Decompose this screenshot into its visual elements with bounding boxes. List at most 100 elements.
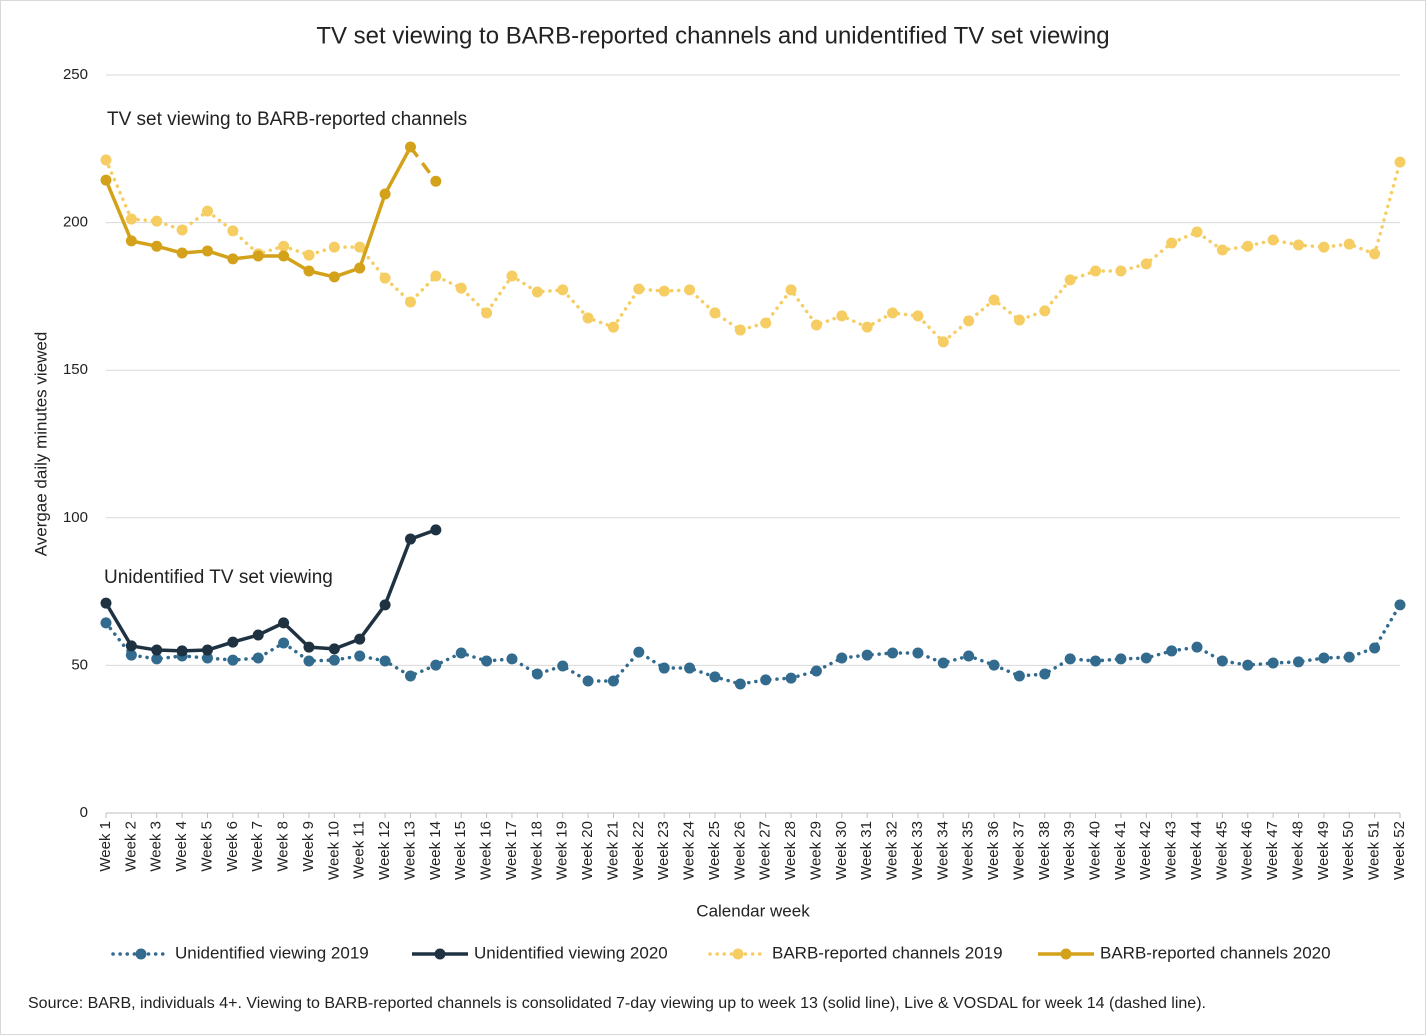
data-point <box>1191 641 1203 653</box>
data-point <box>430 175 442 187</box>
data-point <box>151 644 163 656</box>
data-point <box>582 312 594 324</box>
data-point <box>1013 314 1025 326</box>
data-point <box>1013 670 1025 682</box>
annotation: Unidentified TV set viewing <box>104 567 333 588</box>
x-tick-label: Week 3 <box>148 821 165 872</box>
x-tick-label: Week 27 <box>757 821 774 880</box>
legend-label: Unidentified viewing 2020 <box>474 943 668 962</box>
data-point <box>278 240 290 252</box>
data-point <box>227 636 239 648</box>
y-tick-label: 50 <box>71 656 88 673</box>
x-tick-label: Week 37 <box>1010 821 1027 880</box>
data-point <box>1293 239 1305 251</box>
data-point <box>125 640 137 652</box>
data-point <box>1267 234 1279 246</box>
y-tick-label: 250 <box>63 66 88 83</box>
data-point <box>100 617 112 629</box>
data-point <box>404 296 416 308</box>
x-tick-label: Week 13 <box>401 821 418 880</box>
series-line <box>409 145 438 183</box>
x-tick-label: Week 22 <box>630 821 647 880</box>
series-line <box>104 158 1402 345</box>
data-point <box>303 265 315 277</box>
x-axis-label: Calendar week <box>696 901 810 920</box>
data-point <box>1115 653 1127 665</box>
data-point <box>379 188 391 200</box>
data-point <box>734 324 746 336</box>
x-tick-label: Week 20 <box>579 821 596 880</box>
data-point <box>278 617 290 629</box>
data-point <box>100 174 112 186</box>
data-point <box>252 629 264 641</box>
data-point <box>760 674 772 686</box>
x-tick-label: Week 16 <box>478 821 495 880</box>
y-tick-label: 200 <box>63 214 88 231</box>
data-point <box>1039 305 1051 317</box>
data-point <box>861 649 873 661</box>
data-point <box>557 284 569 296</box>
data-point <box>709 307 721 319</box>
data-point <box>734 678 746 690</box>
x-tick-label: Week 49 <box>1315 821 1332 880</box>
data-point <box>100 597 112 609</box>
x-tick-label: Week 19 <box>554 821 571 880</box>
data-point <box>404 670 416 682</box>
x-tick-label: Week 38 <box>1036 821 1053 880</box>
data-point <box>810 319 822 331</box>
annotation: TV set viewing to BARB-reported channels <box>107 109 467 130</box>
data-point <box>1166 237 1178 249</box>
x-tick-label: Week 40 <box>1086 821 1103 880</box>
data-point <box>963 650 975 662</box>
x-tick-label: Week 48 <box>1289 821 1306 880</box>
data-point <box>1115 265 1127 277</box>
data-point <box>810 665 822 677</box>
y-tick-label: 100 <box>63 509 88 526</box>
x-tick-label: Week 9 <box>300 821 317 872</box>
data-point <box>430 524 442 536</box>
data-point <box>328 643 340 655</box>
data-point <box>201 245 213 257</box>
x-tick-label: Week 18 <box>528 821 545 880</box>
data-point <box>201 205 213 217</box>
data-point <box>633 283 645 295</box>
data-point <box>684 662 696 674</box>
data-point <box>912 310 924 322</box>
data-point <box>100 154 112 166</box>
data-point <box>1216 655 1228 667</box>
data-point <box>1064 274 1076 286</box>
data-point <box>607 675 619 687</box>
data-point <box>531 668 543 680</box>
data-point <box>1090 655 1102 667</box>
x-tick-label: Week 34 <box>934 821 951 880</box>
data-point <box>633 646 645 658</box>
data-point <box>1216 244 1228 256</box>
x-tick-label: Week 39 <box>1061 821 1078 880</box>
data-point <box>1369 248 1381 260</box>
data-point <box>379 655 391 667</box>
data-point <box>1394 599 1406 611</box>
data-point <box>836 310 848 322</box>
data-point <box>658 662 670 674</box>
data-point <box>937 336 949 348</box>
x-tick-label: Week 21 <box>604 821 621 880</box>
data-point <box>354 241 366 253</box>
data-point <box>506 653 518 665</box>
data-point <box>125 213 137 225</box>
data-point <box>1140 258 1152 270</box>
data-point <box>1343 651 1355 663</box>
data-point <box>227 253 239 265</box>
x-tick-label: Week 46 <box>1239 821 1256 880</box>
chart-title: TV set viewing to BARB-reported channels… <box>316 22 1109 49</box>
x-tick-label: Week 51 <box>1366 821 1383 880</box>
x-tick-label: Week 44 <box>1188 821 1205 880</box>
data-point <box>531 286 543 298</box>
data-point <box>1318 652 1330 664</box>
data-point <box>1369 642 1381 654</box>
data-point <box>379 272 391 284</box>
x-tick-label: Week 29 <box>807 821 824 880</box>
legend-label: BARB-reported channels 2019 <box>772 943 1003 962</box>
legend-label: Unidentified viewing 2019 <box>175 943 369 962</box>
data-point <box>658 285 670 297</box>
